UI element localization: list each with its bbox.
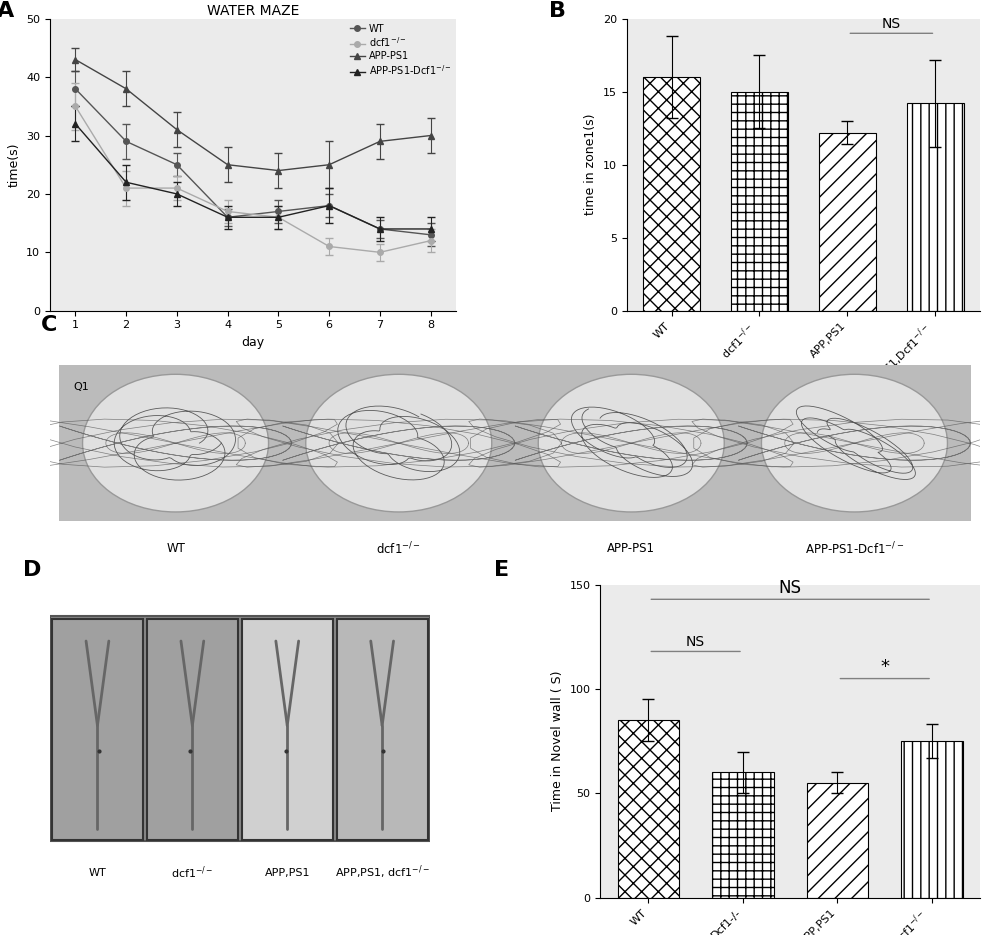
Y-axis label: Time in Novel wall ( S): Time in Novel wall ( S) (551, 671, 564, 812)
Ellipse shape (538, 374, 724, 512)
FancyBboxPatch shape (50, 616, 430, 842)
Bar (712, 772, 774, 898)
Bar (819, 133, 876, 310)
Y-axis label: time(s): time(s) (8, 142, 21, 187)
Text: NS: NS (686, 636, 705, 650)
Text: NS: NS (882, 17, 901, 31)
Bar (618, 720, 679, 898)
Text: APP,PS1, dcf1$^{-/-}$: APP,PS1, dcf1$^{-/-}$ (335, 864, 430, 882)
Legend: WT, dcf1$^{-/-}$, APP-PS1, APP-PS1-Dcf1$^{-/-}$: WT, dcf1$^{-/-}$, APP-PS1, APP-PS1-Dcf1$… (350, 23, 451, 77)
Text: WT: WT (166, 542, 185, 555)
Bar (807, 783, 868, 898)
Text: dcf1$^{-/-}$: dcf1$^{-/-}$ (376, 540, 421, 557)
Text: E: E (494, 560, 509, 580)
X-axis label: day: day (241, 336, 265, 349)
Ellipse shape (83, 374, 269, 512)
Text: dcf1$^{-/-}$: dcf1$^{-/-}$ (171, 864, 214, 881)
FancyBboxPatch shape (337, 619, 428, 840)
Text: WT: WT (89, 868, 106, 878)
Bar (907, 104, 964, 310)
Text: APP-PS1-Dcf1$^{-/-}$: APP-PS1-Dcf1$^{-/-}$ (805, 540, 904, 557)
Bar (901, 741, 963, 898)
Text: A: A (0, 1, 14, 22)
Text: NS: NS (779, 579, 802, 597)
Text: APP-PS1: APP-PS1 (607, 542, 655, 555)
Ellipse shape (306, 374, 492, 512)
FancyBboxPatch shape (242, 619, 333, 840)
Title: WATER MAZE: WATER MAZE (207, 4, 299, 18)
Text: APP,PS1: APP,PS1 (264, 868, 310, 878)
Text: B: B (549, 1, 566, 22)
Text: C: C (41, 315, 57, 335)
FancyBboxPatch shape (52, 619, 143, 840)
Text: D: D (23, 560, 42, 580)
Bar (643, 77, 700, 310)
FancyBboxPatch shape (147, 619, 238, 840)
Text: *: * (880, 658, 889, 677)
Text: Q1: Q1 (73, 382, 89, 393)
FancyBboxPatch shape (59, 365, 971, 521)
Ellipse shape (761, 374, 947, 512)
Bar (731, 92, 788, 310)
Y-axis label: time in zone1(s): time in zone1(s) (584, 114, 597, 215)
